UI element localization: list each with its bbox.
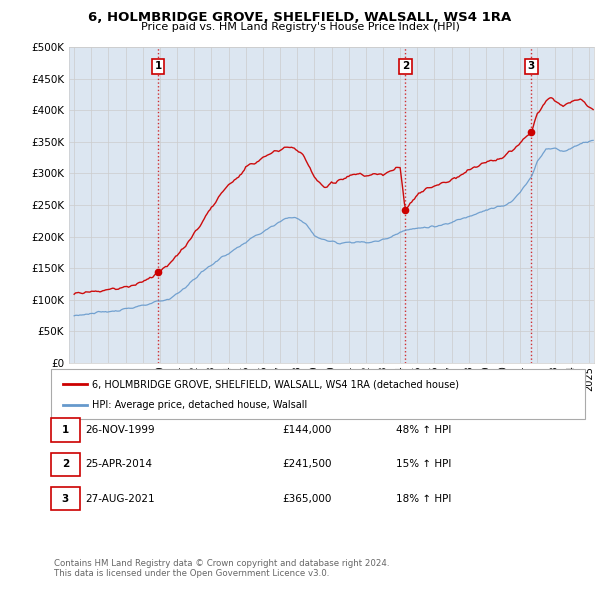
Text: Contains HM Land Registry data © Crown copyright and database right 2024.: Contains HM Land Registry data © Crown c… — [54, 559, 389, 568]
Text: 1: 1 — [62, 425, 69, 435]
Text: 48% ↑ HPI: 48% ↑ HPI — [396, 425, 451, 435]
Text: 27-AUG-2021: 27-AUG-2021 — [85, 494, 155, 503]
Text: 1: 1 — [155, 61, 162, 71]
Text: HPI: Average price, detached house, Walsall: HPI: Average price, detached house, Wals… — [92, 400, 307, 410]
Text: This data is licensed under the Open Government Licence v3.0.: This data is licensed under the Open Gov… — [54, 569, 329, 578]
Text: 6, HOLMBRIDGE GROVE, SHELFIELD, WALSALL, WS4 1RA (detached house): 6, HOLMBRIDGE GROVE, SHELFIELD, WALSALL,… — [92, 379, 459, 389]
Text: £144,000: £144,000 — [282, 425, 331, 435]
Text: 6, HOLMBRIDGE GROVE, SHELFIELD, WALSALL, WS4 1RA: 6, HOLMBRIDGE GROVE, SHELFIELD, WALSALL,… — [88, 11, 512, 24]
Text: 2: 2 — [62, 460, 69, 469]
Text: 18% ↑ HPI: 18% ↑ HPI — [396, 494, 451, 503]
Text: 3: 3 — [528, 61, 535, 71]
Text: 26-NOV-1999: 26-NOV-1999 — [85, 425, 155, 435]
Text: £241,500: £241,500 — [282, 460, 331, 469]
Text: Price paid vs. HM Land Registry's House Price Index (HPI): Price paid vs. HM Land Registry's House … — [140, 22, 460, 32]
Text: 25-APR-2014: 25-APR-2014 — [85, 460, 152, 469]
Text: 2: 2 — [401, 61, 409, 71]
Text: 15% ↑ HPI: 15% ↑ HPI — [396, 460, 451, 469]
Text: £365,000: £365,000 — [282, 494, 331, 503]
Text: 3: 3 — [62, 494, 69, 503]
